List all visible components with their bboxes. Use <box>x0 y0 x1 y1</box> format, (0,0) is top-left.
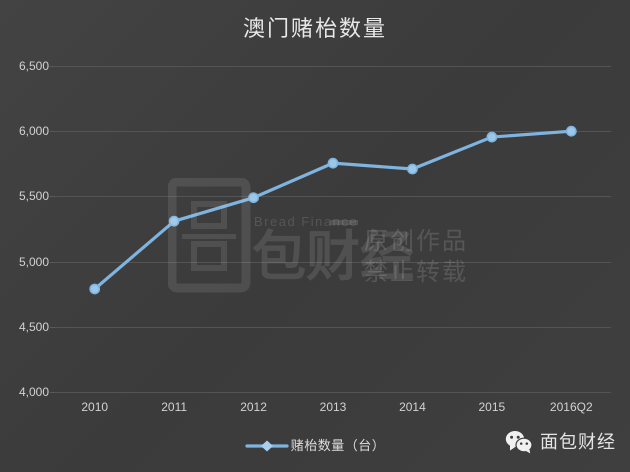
y-axis-tick-label: 4,500 <box>18 320 49 334</box>
x-axis-tick-label: 2012 <box>240 400 267 414</box>
legend-item-label: 赌枱数量（台） <box>290 438 386 453</box>
y-axis-tick-label: 6,500 <box>18 59 49 73</box>
data-point <box>248 192 259 204</box>
y-axis-tick-label: 4,000 <box>18 385 49 399</box>
y-axis: 6,500 6,000 5,500 5,000 4,500 4,000 <box>0 60 630 398</box>
chart-legend: 赌枱数量（台） <box>0 438 630 458</box>
data-point <box>407 163 418 175</box>
data-point <box>327 157 339 169</box>
x-axis-tick-label: 2014 <box>399 400 426 414</box>
data-point <box>89 283 101 295</box>
y-axis-tick-label: 5,000 <box>18 255 49 269</box>
gridline <box>50 196 611 197</box>
wechat-icon <box>505 431 533 454</box>
data-series-line <box>89 125 577 295</box>
brand-badge: 面包财经 <box>505 430 616 454</box>
gridline <box>50 131 611 132</box>
gridline <box>50 327 611 328</box>
x-axis-tick-label: 2010 <box>81 400 109 414</box>
x-axis-tick-label: 2015 <box>478 400 506 414</box>
x-axis-tick-label: 2013 <box>319 400 347 414</box>
gridline <box>50 66 611 67</box>
data-point <box>486 131 498 143</box>
data-point <box>565 125 577 137</box>
x-axis-tick-label: 2011 <box>161 400 188 414</box>
line-marker-icon <box>245 440 289 452</box>
gridline <box>50 262 611 263</box>
y-axis-tick-label: 5,500 <box>18 189 49 203</box>
brand-name: 面包财经 <box>540 432 616 452</box>
x-axis-tick-label: 2016Q2 <box>549 400 593 414</box>
x-axis: 2010 2011 2012 2013 2014 2015 2016Q2 <box>55 400 611 418</box>
data-point <box>168 215 180 227</box>
gridline <box>50 392 611 393</box>
plot-area <box>50 66 611 393</box>
chart-title: 澳门赌枱数量 <box>242 16 387 41</box>
y-axis-tick-label: 6,000 <box>18 124 49 138</box>
